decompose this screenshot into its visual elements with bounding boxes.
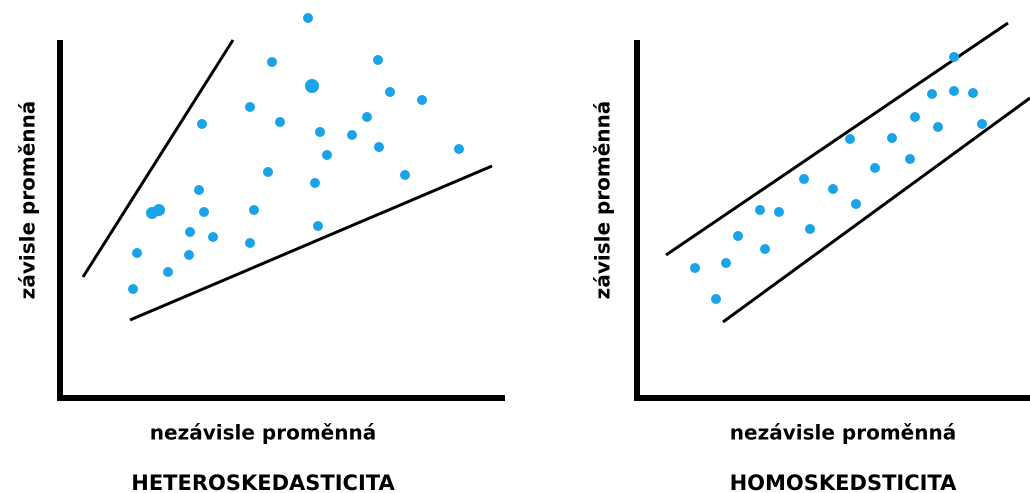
- data-point: [774, 207, 784, 217]
- boundary-line: [129, 164, 493, 322]
- data-point: [417, 95, 427, 105]
- data-point: [760, 244, 770, 254]
- data-point: [711, 294, 721, 304]
- data-point: [275, 117, 285, 127]
- data-point: [185, 227, 195, 237]
- data-point: [132, 248, 142, 258]
- panel-homoskedasticity: závisle proměnná nezávisle proměnná HOMO…: [591, 21, 1030, 493]
- data-point: [197, 119, 207, 129]
- data-point: [194, 185, 204, 195]
- data-point: [305, 79, 319, 93]
- data-point: [949, 52, 959, 62]
- data-point: [315, 127, 325, 137]
- data-point: [249, 205, 259, 215]
- data-point: [799, 174, 809, 184]
- data-point: [199, 207, 209, 217]
- y-axis-label: závisle proměnná: [16, 101, 40, 300]
- data-point: [927, 89, 937, 99]
- data-point: [910, 112, 920, 122]
- data-point: [184, 250, 194, 260]
- data-point: [968, 88, 978, 98]
- data-point: [733, 231, 743, 241]
- x-axis-label: nezávisle proměnná: [730, 421, 956, 445]
- y-axis-label: závisle proměnná: [591, 101, 615, 300]
- panel-title: HOMOSKEDSTICITA: [730, 471, 958, 493]
- data-point: [851, 199, 861, 209]
- boundary-line: [81, 39, 235, 278]
- boundary-line: [665, 21, 1009, 257]
- data-point: [245, 238, 255, 248]
- panel-title: HETEROSKEDASTICITA: [131, 471, 395, 493]
- data-point: [153, 204, 165, 216]
- data-point: [310, 178, 320, 188]
- data-point: [977, 119, 987, 129]
- data-point: [805, 224, 815, 234]
- data-point: [163, 267, 173, 277]
- points: [128, 13, 464, 294]
- data-point: [454, 144, 464, 154]
- data-point: [690, 263, 700, 273]
- data-point: [267, 57, 277, 67]
- data-point: [828, 184, 838, 194]
- data-point: [905, 154, 915, 164]
- data-point: [128, 284, 138, 294]
- data-point: [303, 13, 313, 23]
- data-point: [208, 232, 218, 242]
- data-point: [263, 167, 273, 177]
- data-point: [870, 163, 880, 173]
- data-point: [362, 112, 372, 122]
- data-point: [949, 86, 959, 96]
- data-point: [385, 87, 395, 97]
- boundary-line: [722, 96, 1030, 324]
- data-point: [721, 258, 731, 268]
- data-point: [374, 142, 384, 152]
- data-point: [245, 102, 255, 112]
- panel-heteroskedasticity: závisle proměnná nezávisle proměnná HETE…: [16, 13, 505, 493]
- data-point: [845, 134, 855, 144]
- data-point: [313, 221, 323, 231]
- data-point: [322, 150, 332, 160]
- data-point: [373, 55, 383, 65]
- data-point: [933, 122, 943, 132]
- data-point: [887, 133, 897, 143]
- x-axis-label: nezávisle proměnná: [150, 421, 376, 445]
- data-point: [400, 170, 410, 180]
- points: [690, 52, 987, 304]
- data-point: [755, 205, 765, 215]
- data-point: [347, 130, 357, 140]
